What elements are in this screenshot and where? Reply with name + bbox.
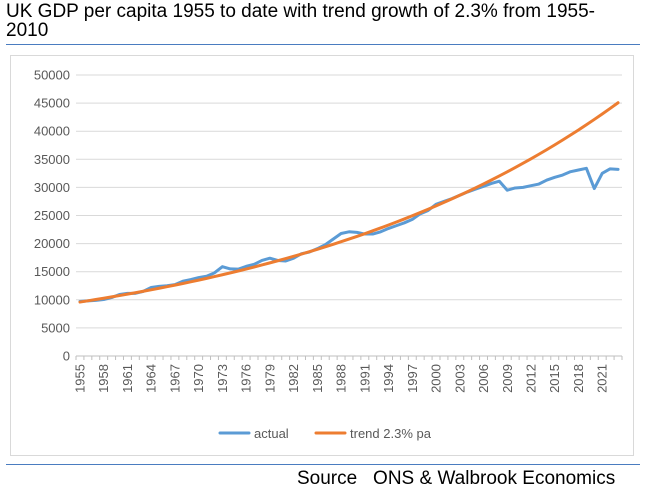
legend: actual trend 2.3% pa: [218, 426, 432, 441]
chart: 0 5000 10000 15000 20000 25000 30000 35000 40000…: [34, 68, 623, 441]
x-tick-label: 2003: [452, 364, 467, 393]
series-lines: [78, 101, 620, 304]
x-tick-label: 1985: [310, 364, 325, 393]
y-axis-labels: 0 5000 10000 15000 20000 25000 30000 35000 40000…: [34, 68, 70, 364]
y-tick-label: 20000: [34, 236, 70, 251]
source-rule: [6, 464, 640, 465]
x-tick-label: 1988: [334, 364, 349, 393]
y-tick-label: 25000: [34, 208, 70, 223]
y-tick-label: 45000: [34, 96, 70, 111]
legend-label-trend: trend 2.3% pa: [350, 426, 432, 441]
y-tick-label: 30000: [34, 180, 70, 195]
x-tick-label: 1958: [96, 364, 111, 393]
x-tick-label: 1982: [286, 364, 301, 393]
x-tick-label: 2015: [547, 364, 562, 393]
x-tick-label: 1997: [405, 364, 420, 393]
x-tick-label: 1964: [144, 364, 159, 393]
x-tick-label: 2018: [571, 364, 586, 393]
x-tick-label: 1967: [167, 364, 182, 393]
x-tick-label: 2012: [524, 364, 539, 393]
y-tick-label: 35000: [34, 152, 70, 167]
y-tick-label: 40000: [34, 124, 70, 139]
x-tick-label: 1961: [120, 364, 135, 393]
x-tick-label: 1973: [215, 364, 230, 393]
series-line-actual: [78, 166, 620, 303]
source-label: Source: [297, 468, 358, 489]
x-tick-label: 2000: [429, 364, 444, 393]
y-tick-label: 10000: [34, 292, 70, 307]
series-line-trend: [78, 101, 620, 304]
y-tick-label: 0: [63, 349, 70, 364]
x-axis-labels: 1955 1958 1961 1964 1967 1970 1973 1976 1979 1982…: [72, 364, 609, 393]
legend-label-actual: actual: [254, 426, 289, 441]
title-rule: [6, 44, 640, 45]
source-note: Source ONS & Walbrook Economics: [297, 468, 615, 490]
x-tick-label: 1994: [381, 364, 396, 393]
y-tick-label: 50000: [34, 68, 70, 83]
x-tick-label: 1979: [262, 364, 277, 393]
gridlines: [75, 74, 623, 360]
x-tick-label: 1991: [357, 364, 372, 393]
chart-frame: 0 5000 10000 15000 20000 25000 30000 35000 40000…: [10, 55, 634, 456]
x-tick-label: 1955: [72, 364, 87, 393]
source-text: ONS & Walbrook Economics: [373, 468, 616, 489]
x-tick-label: 1970: [191, 364, 206, 393]
chart-title: UK GDP per capita 1955 to date with tren…: [6, 1, 595, 41]
x-tick-label: 2006: [476, 364, 491, 393]
y-tick-label: 15000: [34, 264, 70, 279]
x-tick-label: 2021: [595, 364, 610, 393]
x-tick-label: 2009: [500, 364, 515, 393]
y-tick-label: 5000: [41, 320, 70, 335]
x-tick-label: 1976: [239, 364, 254, 393]
